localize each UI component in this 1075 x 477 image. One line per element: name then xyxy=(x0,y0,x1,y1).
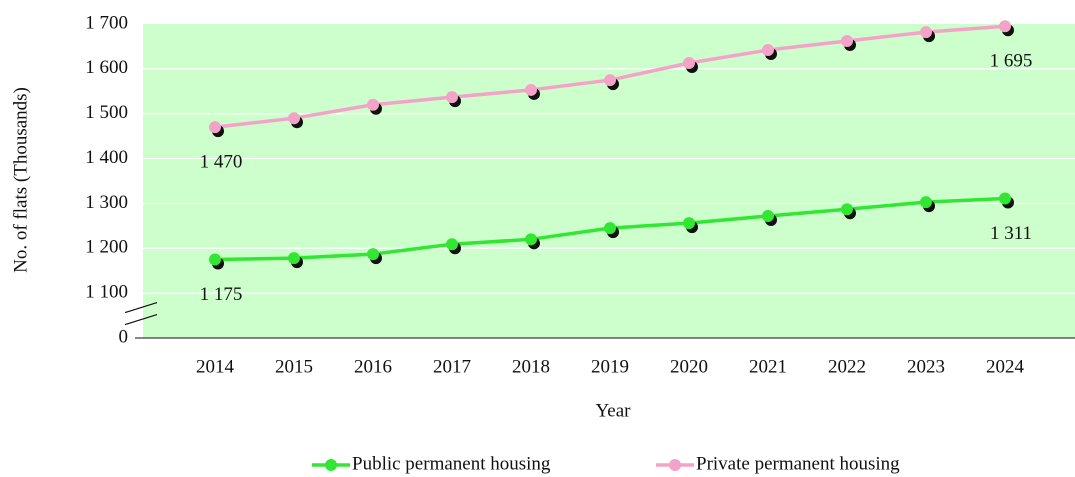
marker xyxy=(841,203,853,216)
x-tick-label: 2024 xyxy=(986,356,1025,377)
legend-label: Public permanent housing xyxy=(352,453,551,474)
marker xyxy=(288,112,300,125)
marker xyxy=(999,20,1011,33)
marker xyxy=(446,238,458,251)
marker xyxy=(367,98,379,111)
legend-label: Private permanent housing xyxy=(696,453,900,474)
data-label: 1 470 xyxy=(200,152,243,173)
marker xyxy=(762,209,774,222)
marker xyxy=(920,26,932,39)
marker xyxy=(288,252,300,265)
marker xyxy=(841,35,853,48)
y-tick-label: 1 200 xyxy=(85,237,128,258)
x-tick-label: 2018 xyxy=(512,356,550,377)
marker xyxy=(604,222,616,235)
y-axis-title: No. of flats (Thousands) xyxy=(10,87,31,273)
marker xyxy=(683,57,695,70)
marker xyxy=(920,196,932,209)
data-label: 1 175 xyxy=(200,284,243,305)
y-tick-label: 0 xyxy=(119,326,129,347)
legend-marker xyxy=(325,459,337,471)
y-tick-label: 1 700 xyxy=(85,12,128,33)
x-tick-label: 2019 xyxy=(591,356,629,377)
axis-break xyxy=(124,313,158,326)
data-label: 1 311 xyxy=(990,223,1032,244)
y-tick-label: 1 400 xyxy=(85,147,128,168)
marker xyxy=(604,74,616,87)
x-tick-label: 2022 xyxy=(828,356,866,377)
x-tick-label: 2017 xyxy=(433,356,471,377)
data-label: 1 695 xyxy=(990,51,1033,72)
axis-break xyxy=(124,301,158,314)
legend-marker xyxy=(669,459,681,471)
marker xyxy=(999,192,1011,205)
x-tick-label: 2015 xyxy=(275,356,313,377)
x-tick-label: 2021 xyxy=(749,356,787,377)
x-tick-label: 2016 xyxy=(354,356,392,377)
x-tick-label: 2020 xyxy=(670,356,708,377)
marker xyxy=(762,44,774,57)
y-tick-label: 1 300 xyxy=(85,192,128,213)
marker xyxy=(446,91,458,104)
y-tick-label: 1 600 xyxy=(85,57,128,78)
x-axis-title: Year xyxy=(595,400,631,421)
marker xyxy=(683,217,695,230)
y-tick-label: 1 100 xyxy=(85,282,128,303)
marker xyxy=(209,121,221,134)
y-tick-label: 1 500 xyxy=(85,102,128,123)
plot-background xyxy=(143,24,1075,338)
marker xyxy=(209,253,221,266)
marker xyxy=(367,248,379,261)
x-tick-label: 2014 xyxy=(196,356,235,377)
marker xyxy=(525,233,537,246)
marker xyxy=(525,83,537,96)
x-tick-label: 2023 xyxy=(907,356,945,377)
